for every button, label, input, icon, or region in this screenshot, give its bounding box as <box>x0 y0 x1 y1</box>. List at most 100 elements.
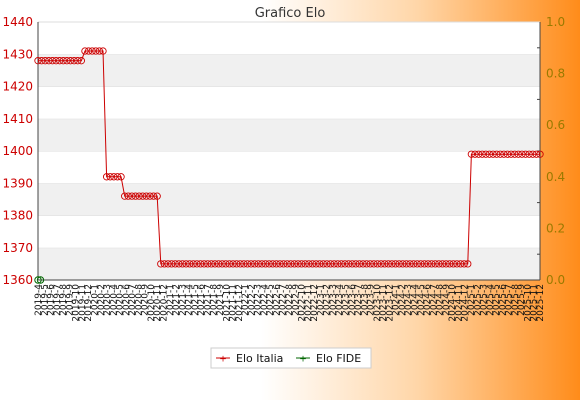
x-tick-label: 2019-4 <box>34 284 44 316</box>
x-tick-label: 2025-6 <box>498 284 508 316</box>
legend-fide-label: Elo FIDE <box>316 352 361 365</box>
elo-italia-point <box>366 260 374 268</box>
elo-italia-point <box>41 57 49 65</box>
elo-italia-point <box>164 260 172 268</box>
x-tick-label: 2024-1 <box>392 284 402 316</box>
elo-italia-point <box>344 260 353 268</box>
x-tick-label: 2023-7 <box>354 284 364 316</box>
x-tick-label: 2023-10 <box>373 284 383 322</box>
elo-italia-point <box>529 150 537 158</box>
elo-italia-point <box>34 57 42 65</box>
elo-italia-point <box>139 192 147 200</box>
elo-italia-point <box>236 260 244 268</box>
elo-italia-point <box>110 173 118 181</box>
grid-band <box>38 183 540 216</box>
x-tick-label: 2020-2 <box>97 284 107 316</box>
elo-italia-point <box>171 260 179 268</box>
x-tick-label: 2020-6 <box>122 284 132 316</box>
elo-italia-point <box>294 260 302 268</box>
elo-italia-point <box>88 47 96 55</box>
y-tick-label: 1430 <box>2 47 33 61</box>
elo-italia-point <box>402 260 411 268</box>
elo-italia-point <box>95 47 104 55</box>
elo-italia-point <box>222 260 230 268</box>
x-tick-label: 2025-12 <box>536 284 546 322</box>
x-tick-label: 2025-5 <box>492 284 502 316</box>
elo-italia-point <box>319 260 327 268</box>
elo-italia-point <box>214 260 223 268</box>
elo-italia-point <box>121 192 129 200</box>
y-tick-label: 1420 <box>2 80 33 94</box>
x-tick-label: 2019-11 <box>78 284 88 322</box>
x-tick-label: 2020-8 <box>134 284 144 316</box>
elo-italia-point <box>521 150 530 158</box>
elo-italia-point <box>359 260 367 268</box>
elo-italia-point <box>204 260 212 268</box>
elo-italia-point <box>232 260 241 268</box>
x-tick-label: 2022-10 <box>298 284 308 322</box>
x-tick-label: 2019-6 <box>47 284 57 316</box>
x-tick-label: 2022-8 <box>285 284 295 316</box>
x-tick-label: 2024-7 <box>429 284 439 316</box>
elo-italia-point <box>514 150 522 158</box>
elo-italia-point <box>381 260 389 268</box>
elo-italia-point <box>467 150 476 158</box>
elo-italia-point <box>254 260 262 268</box>
elo-italia-point <box>489 150 497 158</box>
elo-italia-point <box>218 260 226 268</box>
elo-italia-point <box>167 260 176 268</box>
x-tick-label: 2024-2 <box>398 284 408 316</box>
elo-italia-point <box>391 260 400 268</box>
y-tick-label: 1400 <box>2 144 33 158</box>
elo-italia-point <box>511 150 519 158</box>
elo-italia-point <box>384 260 392 268</box>
x-tick-label: 2023-12 <box>385 284 395 322</box>
x-tick-label: 2021-6 <box>197 284 207 316</box>
x-tick-label: 2022-6 <box>272 284 282 316</box>
elo-italia-point <box>460 260 468 268</box>
elo-italia-point <box>464 260 472 268</box>
elo-italia-point <box>507 150 515 158</box>
elo-italia-point <box>261 260 270 268</box>
elo-italia-point <box>471 150 479 158</box>
elo-italia-point <box>272 260 281 268</box>
grid-band <box>38 215 540 248</box>
elo-italia-point <box>536 150 544 158</box>
elo-italia-point <box>474 150 483 158</box>
elo-italia-point <box>189 260 197 268</box>
x-tick-label: 2023-4 <box>335 284 345 316</box>
x-tick-label: 2025-4 <box>486 284 496 316</box>
elo-italia-point <box>229 260 237 268</box>
x-tick-label: 2025-9 <box>517 284 527 316</box>
legend-box <box>210 347 372 369</box>
elo-italia-point <box>370 260 378 268</box>
elo-italia-point <box>56 57 64 65</box>
legend-fide-marker: + <box>299 355 307 365</box>
x-tick-label: 2020-5 <box>116 284 126 316</box>
elo-italia-point <box>279 260 288 268</box>
elo-italia-point <box>373 260 382 268</box>
elo-italia-point <box>308 260 317 268</box>
elo-italia-point <box>193 260 201 268</box>
elo-italia-point <box>81 47 89 55</box>
elo-italia-point <box>449 260 457 268</box>
x-tick-label: 2019-5 <box>40 284 50 316</box>
elo-italia-point <box>59 57 67 65</box>
x-tick-label: 2024-5 <box>417 284 427 316</box>
x-tick-label: 2020-7 <box>128 284 138 316</box>
y-tick-label: 1440 <box>2 15 33 29</box>
y-tick-label: 1390 <box>2 176 33 190</box>
elo-italia-point <box>532 150 541 158</box>
x-tick-label: 2021-1 <box>166 284 176 316</box>
elo-italia-point <box>435 260 443 268</box>
elo-italia-point <box>496 150 504 158</box>
y2-tick-label: 0.0 <box>546 273 565 287</box>
y-tick-label: 1370 <box>2 241 33 255</box>
elo-italia-point <box>485 150 494 158</box>
elo-italia-point <box>45 57 53 65</box>
x-tick-label: 2023-2 <box>323 284 333 316</box>
elo-fide-point <box>36 276 45 284</box>
elo-italia-point <box>37 57 46 65</box>
x-tick-label: 2021-2 <box>172 284 182 316</box>
y2-axis-ticks: 0.0 0.2 0.4 0.6 0.8 1.0 <box>537 15 565 287</box>
